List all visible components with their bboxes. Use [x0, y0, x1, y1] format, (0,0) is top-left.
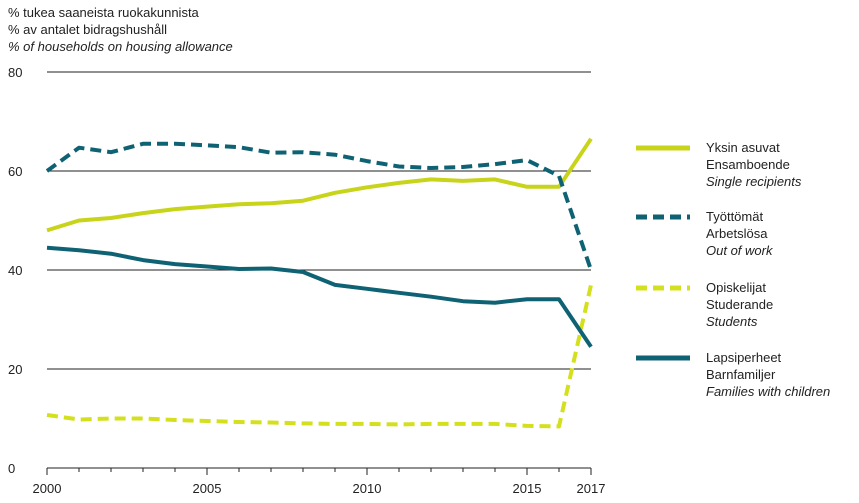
- legend-item-students: Opiskelijat Studerande Students: [636, 280, 773, 329]
- x-tick-label: 2000: [33, 481, 62, 496]
- legend-item-families: Lapsiperheet Barnfamiljer Families with ch…: [636, 350, 830, 399]
- gridlines: [47, 71, 591, 370]
- legend-label-en: Families with children: [706, 384, 830, 399]
- x-tick-label: 2017: [577, 481, 606, 496]
- x-tick-label: 2015: [513, 481, 542, 496]
- legend-label-fi: Yksin asuvat: [706, 140, 780, 155]
- unit-label-sv: % av antalet bidragshushåll: [8, 22, 167, 37]
- legend-label-en: Students: [706, 314, 758, 329]
- unit-label-en: % of households on housing allowance: [8, 39, 233, 54]
- legend-item-out_of_work: Työttömät Arbetslösa Out of work: [636, 209, 774, 258]
- y-tick-label: 20: [8, 362, 22, 377]
- y-tick-label: 80: [8, 65, 22, 80]
- legend-item-single: Yksin asuvat Ensamboende Single recipients: [636, 140, 802, 189]
- legend-label-en: Out of work: [706, 243, 774, 258]
- y-tick-label: 40: [8, 263, 22, 278]
- y-tick-label: 0: [8, 461, 15, 476]
- unit-label-fi: % tukea saaneista ruokakunnista: [8, 5, 200, 20]
- y-tick-label: 60: [8, 164, 22, 179]
- series-line-single: [46, 137, 593, 233]
- legend-label-sv: Studerande: [706, 297, 773, 312]
- legend: Yksin asuvat Ensamboende Single recipients…: [636, 140, 830, 399]
- y-axis: 0 20 40 60 80: [8, 65, 22, 476]
- legend-label-sv: Arbetslösa: [706, 226, 768, 241]
- series-line-students: [46, 284, 593, 429]
- legend-label-fi: Lapsiperheet: [706, 350, 782, 365]
- series-line-out_of_work: [45, 141, 593, 271]
- legend-label-sv: Ensamboende: [706, 157, 790, 172]
- legend-label-sv: Barnfamiljer: [706, 367, 776, 382]
- legend-label-fi: Työttömät: [706, 209, 763, 224]
- series-line-families: [46, 245, 593, 348]
- legend-label-fi: Opiskelijat: [706, 280, 766, 295]
- x-axis: 2000 2005 2010 2015 2017: [33, 467, 606, 496]
- x-tick-label: 2010: [353, 481, 382, 496]
- legend-label-en: Single recipients: [706, 174, 802, 189]
- plot-area: [45, 137, 593, 429]
- x-tick-label: 2005: [193, 481, 222, 496]
